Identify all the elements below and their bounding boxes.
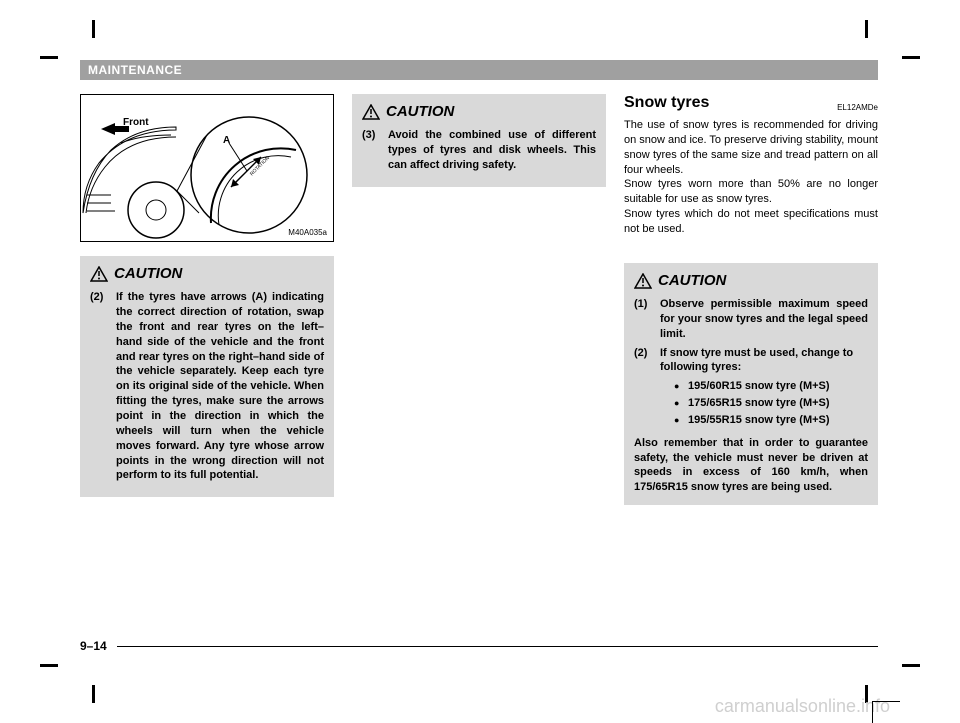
caution-text: If snow tyre must be used, change to fol… [660,346,868,430]
caution-text-inner: If snow tyre must be used, change to fol… [660,347,853,374]
column-3: Snow tyres EL12AMDe The use of snow tyre… [624,94,878,505]
column-1: Front A ROTATION M40A035a CAUTION (2) [80,94,334,505]
caution-title: CAUTION [114,264,182,284]
snow-tyres-heading: Snow tyres [624,94,709,112]
crop-mark [40,56,58,59]
figure-illustration [81,95,335,243]
heading-row: Snow tyres EL12AMDe [624,94,878,112]
watermark: carmanualsonline.info [715,696,890,717]
caution-text: If the tyres have arrows (A) indicating … [116,290,324,483]
figure-code: M40A035a [288,228,327,237]
tyre-rotation-figure: Front A ROTATION M40A035a [80,94,334,242]
page-number: 9–14 [80,639,107,653]
crop-mark [92,20,95,38]
caution-text: Observe permissible maximum speed for yo… [660,297,868,342]
bullet-item: 175/65R15 snow tyre (M+S) [674,396,868,411]
caution-num: (2) [90,290,110,483]
section-header: MAINTENANCE [80,60,878,80]
caution-item: (2) If snow tyre must be used, change to… [634,346,868,430]
caution-box-2: CAUTION (3) Avoid the combined use of di… [352,94,606,187]
crop-mark [902,664,920,667]
corner-mark [872,701,900,723]
caution-list: (2) If the tyres have arrows (A) indicat… [90,290,324,483]
body-text: The use of snow tyres is recommended for… [624,118,878,237]
warning-icon [634,273,652,289]
caution-heading: CAUTION [90,264,324,284]
paragraph: Snow tyres worn more than 50% are no lon… [624,177,878,207]
caution-title: CAUTION [658,271,726,291]
caution-num: (1) [634,297,654,342]
page: MAINTENANCE [0,0,960,723]
caution-text: Avoid the combined use of different type… [388,128,596,173]
caution-num: (2) [634,346,654,430]
crop-mark [902,56,920,59]
footer-rule [117,646,878,647]
caution-box-3: CAUTION (1) Observe permissible maximum … [624,263,878,505]
caution-also: Also remember that in order to guarantee… [634,436,868,495]
warning-icon [362,104,380,120]
paragraph: Snow tyres which do not meet specificati… [624,207,878,237]
bullet-item: 195/60R15 snow tyre (M+S) [674,379,868,394]
paragraph: The use of snow tyres is recommended for… [624,118,878,177]
caution-item: (1) Observe permissible maximum speed fo… [634,297,868,342]
caution-list: (3) Avoid the combined use of different … [362,128,596,173]
caution-heading: CAUTION [634,271,868,291]
caution-list: (1) Observe permissible maximum speed fo… [634,297,868,430]
caution-num: (3) [362,128,382,173]
crop-mark [40,664,58,667]
caution-title: CAUTION [386,102,454,122]
crop-mark [865,20,868,38]
bullet-item: 195/55R15 snow tyre (M+S) [674,413,868,428]
crop-mark [92,685,95,703]
page-footer: 9–14 [80,639,878,653]
warning-icon [90,266,108,282]
tyre-bullets: 195/60R15 snow tyre (M+S) 175/65R15 snow… [660,379,868,428]
content-columns: Front A ROTATION M40A035a CAUTION (2) [80,94,878,505]
caution-heading: CAUTION [362,102,596,122]
caution-item: (3) Avoid the combined use of different … [362,128,596,173]
caution-item: (2) If the tyres have arrows (A) indicat… [90,290,324,483]
caution-box-1: CAUTION (2) If the tyres have arrows (A)… [80,256,334,497]
column-2: CAUTION (3) Avoid the combined use of di… [352,94,606,505]
figure-marker-a: A [223,135,230,146]
heading-code: EL12AMDe [837,103,878,112]
figure-front-label: Front [123,117,149,128]
section-title: MAINTENANCE [88,63,182,77]
